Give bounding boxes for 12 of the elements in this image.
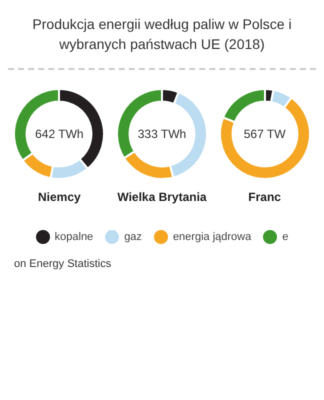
legend-label: energia jądrowa (172, 231, 252, 243)
text: Wielka Brytania (117, 190, 207, 204)
text: Franc (248, 190, 281, 204)
legend-label: e (282, 231, 288, 243)
text: Produkcja energii według paliw w Polsce i wybranych państwach UE (2018) (31, 15, 293, 54)
legend-label: gaz (124, 231, 142, 243)
text: 567 TW (244, 127, 286, 141)
text: on Energy Statistics (14, 258, 112, 270)
legend-label: kopalne (54, 231, 94, 243)
text: 333 TWh (138, 127, 186, 141)
text: 642 TWh (35, 127, 84, 141)
text: Niemcy (38, 190, 81, 204)
